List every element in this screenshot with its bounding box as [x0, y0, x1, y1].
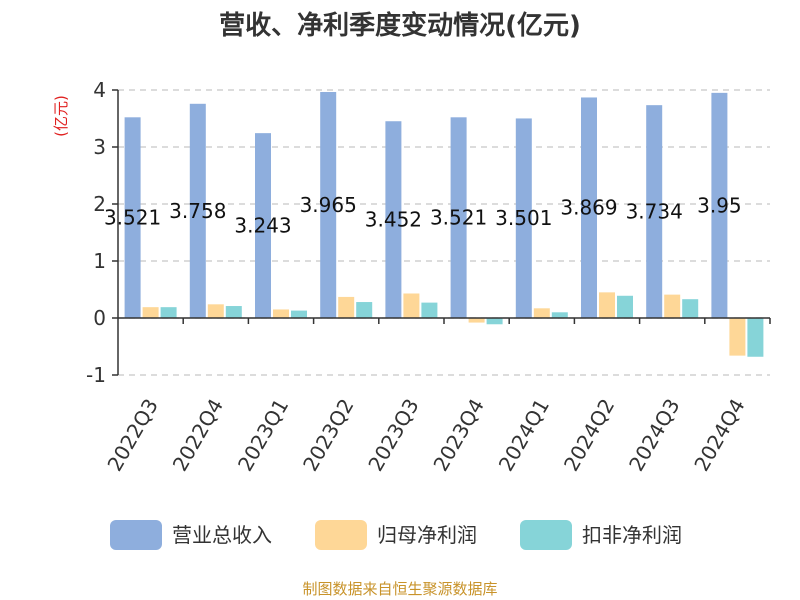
- gridlines: [118, 89, 770, 376]
- bar-value-label: 3.452: [365, 208, 422, 232]
- bar-net-profit: [273, 309, 289, 318]
- data-labels: 3.521 3.758 3.243 3.965 3.452 3.521 3.501 3.869…: [104, 193, 742, 238]
- y-tick-label: 3: [93, 135, 106, 159]
- bars: [124, 91, 764, 357]
- bar-net-profit: [599, 292, 615, 318]
- bar-value-label: 3.965: [300, 193, 357, 217]
- legend-label[interactable]: 扣非净利润: [582, 523, 682, 547]
- bar-net-profit: [142, 307, 159, 318]
- legend-swatch[interactable]: [520, 520, 572, 550]
- bar-value-label: 3.521: [430, 206, 487, 230]
- x-tick-label: 2023Q1: [233, 395, 293, 476]
- legend-swatch[interactable]: [110, 520, 162, 550]
- y-tick-label: -1: [86, 363, 106, 387]
- bar-deducted-net-profit: [160, 307, 177, 318]
- x-tick-label: 2024Q1: [494, 395, 554, 476]
- source-note: 制图数据来自恒生聚源数据库: [302, 580, 497, 598]
- x-tick-label: 2023Q4: [428, 394, 488, 475]
- y-tick-label: 4: [93, 78, 106, 102]
- bar-deducted-net-profit: [356, 302, 373, 318]
- bar-deducted-net-profit: [747, 318, 764, 357]
- bar-value-label: 3.243: [234, 214, 291, 238]
- legend-label[interactable]: 营业总收入: [172, 523, 272, 547]
- bar-net-profit: [468, 318, 485, 323]
- bar-net-profit: [533, 308, 550, 318]
- y-tick-label: 0: [93, 306, 106, 330]
- bar-revenue: [255, 133, 271, 318]
- bar-deducted-net-profit: [486, 318, 503, 325]
- chart-title: 营收、净利季度变动情况(亿元): [219, 10, 581, 41]
- bar-revenue: [385, 121, 402, 319]
- bar-net-profit: [403, 293, 420, 318]
- bar-deducted-net-profit: [551, 312, 568, 318]
- bar-net-profit: [729, 318, 746, 356]
- bar-value-label: 3.869: [560, 196, 617, 220]
- y-tick-label: 1: [93, 249, 106, 273]
- x-tick-label: 2022Q4: [168, 395, 228, 476]
- x-tick-label: 2023Q3: [363, 395, 423, 476]
- legend-swatch[interactable]: [315, 520, 367, 550]
- bar-value-label: 3.758: [169, 199, 226, 223]
- x-tick-label: 2024Q2: [559, 395, 619, 476]
- bar-revenue: [124, 117, 141, 318]
- bar-value-label: 3.734: [626, 200, 683, 224]
- y-axis-unit: (亿元): [52, 95, 70, 137]
- x-axis-ticks: 2022Q3 2022Q4 2023Q1 2023Q2 2023Q3 2023Q4 2024…: [102, 318, 771, 476]
- bar-net-profit: [207, 304, 224, 318]
- bar-net-profit: [338, 296, 355, 318]
- bar-deducted-net-profit: [421, 302, 438, 318]
- x-tick-label: 2024Q4: [689, 395, 749, 476]
- bar-revenue: [320, 91, 337, 319]
- bar-revenue: [581, 97, 597, 318]
- y-tick-label: 2: [93, 192, 106, 216]
- x-tick-label: 2023Q2: [298, 395, 358, 476]
- bar-revenue: [189, 103, 206, 318]
- bar-net-profit: [664, 294, 681, 318]
- bar-deducted-net-profit: [617, 295, 633, 318]
- bar-revenue: [711, 92, 728, 318]
- bar-deducted-net-profit: [225, 306, 242, 318]
- x-tick-label: 2022Q3: [102, 395, 162, 476]
- bar-revenue: [646, 105, 663, 318]
- bar-deducted-net-profit: [682, 299, 699, 318]
- bar-value-label: 3.95: [697, 193, 742, 217]
- bar-revenue: [515, 118, 532, 319]
- legend-label[interactable]: 归母净利润: [377, 523, 477, 547]
- x-tick-label: 2024Q3: [624, 395, 684, 476]
- axes: [117, 90, 770, 375]
- bar-value-label: 3.521: [104, 206, 161, 230]
- bar-deducted-net-profit: [291, 310, 307, 318]
- legend[interactable]: 营业总收入 归母净利润 扣非净利润: [110, 520, 682, 550]
- bar-revenue: [450, 117, 467, 318]
- y-axis-ticks: -1 0 1 2 3 4: [86, 78, 118, 387]
- bar-value-label: 3.501: [495, 206, 552, 230]
